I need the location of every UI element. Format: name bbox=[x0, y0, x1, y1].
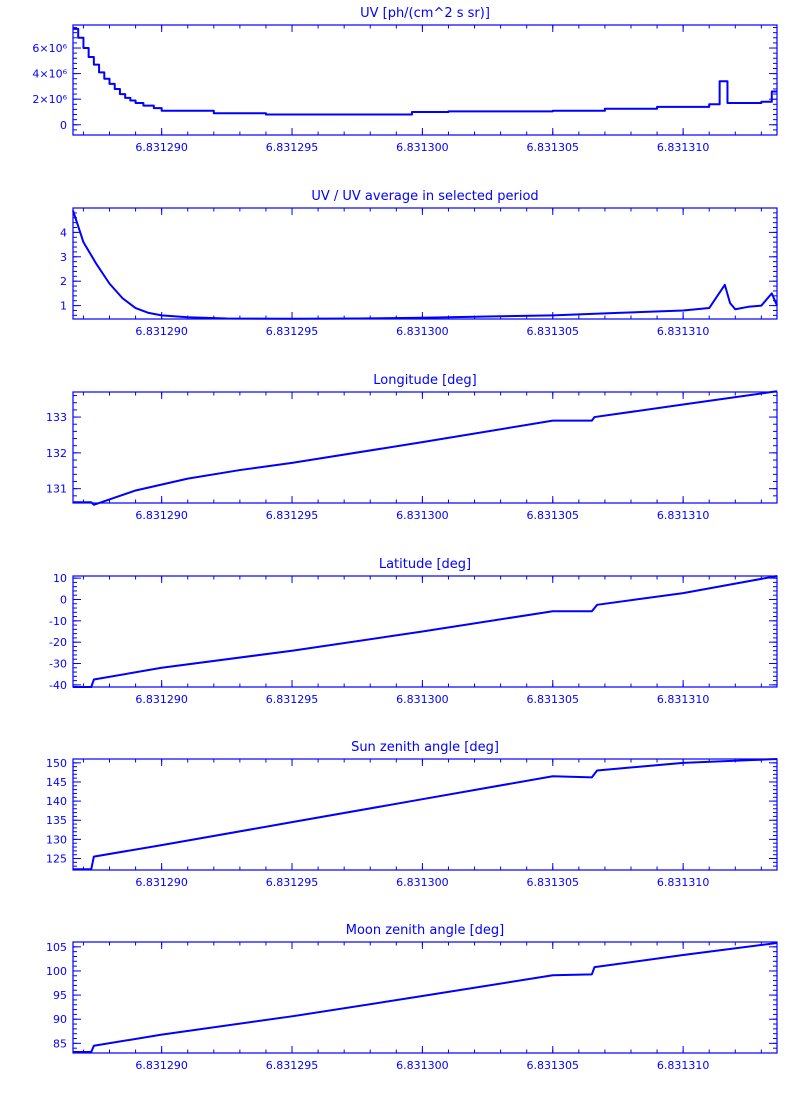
y-tick-label: -40 bbox=[49, 679, 67, 692]
x-tick-label: 6.831295 bbox=[266, 876, 319, 889]
panel-title: Sun zenith angle [deg] bbox=[351, 740, 499, 755]
y-tick-label: 2 bbox=[60, 275, 67, 288]
x-tick-label: 6.831290 bbox=[135, 693, 188, 706]
x-tick-label: 6.831300 bbox=[396, 509, 449, 522]
y-tick-label: -20 bbox=[49, 636, 67, 649]
panel-4: Latitude [deg] 6.831290 6.831295 6.831300 6.… bbox=[49, 557, 778, 706]
x-tick-label: 6.831295 bbox=[266, 693, 319, 706]
plot-frame bbox=[72, 391, 778, 504]
y-tick-label: 95 bbox=[53, 989, 67, 1002]
y-tick-label: 135 bbox=[46, 814, 67, 827]
y-tick-label: 131 bbox=[46, 483, 67, 496]
plot-frame bbox=[72, 758, 778, 871]
x-tick-label: 6.831310 bbox=[657, 141, 710, 154]
panel-5: Sun zenith angle [deg] 6.831290 6.831295 6.… bbox=[46, 740, 778, 889]
panel-6: Moon zenith angle [deg] 6.831290 6.831295 6… bbox=[46, 923, 778, 1072]
x-tick-label: 6.831310 bbox=[657, 693, 710, 706]
panel-title: Moon zenith angle [deg] bbox=[346, 923, 504, 938]
x-tick-label: 6.831310 bbox=[657, 1059, 710, 1072]
y-tick-label: 100 bbox=[46, 965, 67, 978]
series-line bbox=[73, 941, 778, 1054]
panel-title: Latitude [deg] bbox=[379, 557, 471, 572]
x-tick-label: 6.831305 bbox=[527, 876, 580, 889]
x-tick-label: 6.831310 bbox=[657, 509, 710, 522]
y-tick-label: 3 bbox=[60, 251, 67, 264]
panel-1: UV [ph/(cm^2 s sr)] 6.831290 6.831295 6.831… bbox=[32, 6, 778, 154]
y-tick-label: 2×10⁶ bbox=[32, 93, 67, 106]
series-line bbox=[73, 758, 778, 871]
plot-frame bbox=[72, 24, 778, 136]
y-tick-label: 10 bbox=[53, 572, 67, 585]
x-tick-label: 6.831300 bbox=[396, 1059, 449, 1072]
x-tick-label: 6.831300 bbox=[396, 693, 449, 706]
x-tick-label: 6.831310 bbox=[657, 325, 710, 338]
x-tick-label: 6.831305 bbox=[527, 693, 580, 706]
x-tick-label: 6.831305 bbox=[527, 1059, 580, 1072]
y-tick-label: 6×10⁶ bbox=[32, 42, 67, 55]
y-tick-label: 125 bbox=[46, 853, 67, 866]
x-tick-label: 6.831290 bbox=[135, 1059, 188, 1072]
x-tick-label: 6.831300 bbox=[396, 876, 449, 889]
x-tick-label: 6.831310 bbox=[657, 876, 710, 889]
series-line bbox=[73, 27, 777, 116]
y-tick-label: 0 bbox=[60, 119, 67, 132]
y-tick-label: 85 bbox=[53, 1037, 67, 1050]
y-tick-label: 4 bbox=[60, 226, 67, 239]
y-tick-label: 140 bbox=[46, 795, 67, 808]
x-tick-label: 6.831305 bbox=[527, 509, 580, 522]
x-tick-label: 6.831300 bbox=[396, 325, 449, 338]
y-tick-label: -10 bbox=[49, 615, 67, 628]
y-tick-label: 0 bbox=[60, 593, 67, 606]
plot-frame bbox=[72, 941, 778, 1054]
series-line bbox=[72, 210, 778, 320]
x-tick-label: 6.831305 bbox=[527, 141, 580, 154]
panel-3: Longitude [deg] 6.831290 6.831295 6.831300 6… bbox=[46, 373, 778, 522]
panel-title: UV / UV average in selected period bbox=[311, 189, 538, 204]
x-tick-label: 6.831305 bbox=[527, 325, 580, 338]
x-tick-label: 6.831290 bbox=[135, 509, 188, 522]
x-tick-label: 6.831300 bbox=[396, 141, 449, 154]
x-tick-label: 6.831290 bbox=[135, 325, 188, 338]
y-tick-label: 150 bbox=[46, 757, 67, 770]
x-tick-label: 6.831295 bbox=[266, 509, 319, 522]
panel-title: UV [ph/(cm^2 s sr)] bbox=[360, 6, 490, 21]
y-tick-label: 105 bbox=[46, 941, 67, 954]
y-tick-label: 133 bbox=[46, 411, 67, 424]
y-tick-label: 145 bbox=[46, 776, 67, 789]
y-tick-label: 90 bbox=[53, 1013, 67, 1026]
y-tick-label: 132 bbox=[46, 447, 67, 460]
x-tick-label: 6.831295 bbox=[266, 141, 319, 154]
y-tick-label: 1 bbox=[60, 300, 67, 313]
x-tick-label: 6.831290 bbox=[135, 141, 188, 154]
x-tick-label: 6.831290 bbox=[135, 876, 188, 889]
series-line bbox=[73, 390, 778, 506]
y-tick-label: -30 bbox=[49, 658, 67, 671]
x-tick-label: 6.831295 bbox=[266, 325, 319, 338]
panel-title: Longitude [deg] bbox=[373, 373, 476, 388]
panel-2: UV / UV average in selected period 6.8312… bbox=[60, 189, 778, 338]
x-tick-label: 6.831295 bbox=[266, 1059, 319, 1072]
y-tick-label: 4×10⁶ bbox=[32, 68, 67, 81]
y-tick-label: 130 bbox=[46, 833, 67, 846]
series-line bbox=[73, 575, 778, 688]
plot-frame bbox=[72, 207, 778, 320]
plot-frame bbox=[72, 575, 778, 688]
